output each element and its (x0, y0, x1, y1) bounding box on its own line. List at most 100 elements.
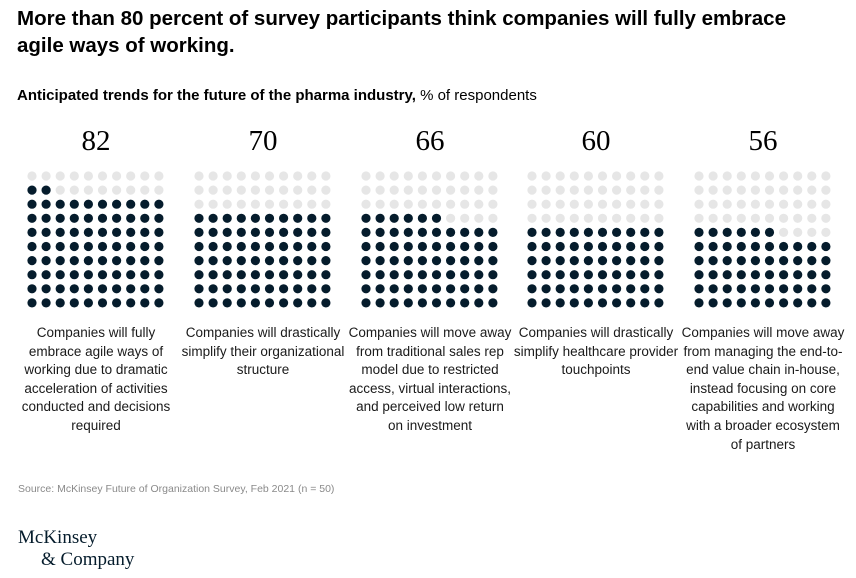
waffle-dot-filled (431, 284, 442, 294)
waffle-dot-empty (446, 171, 456, 181)
waffle-dot-empty (736, 213, 746, 223)
waffle-dot-filled (403, 256, 413, 266)
waffle-dot-filled (389, 241, 399, 252)
waffle-dot-empty (583, 171, 594, 181)
waffle-dot-empty (403, 185, 413, 195)
waffle-dot-filled (194, 227, 204, 237)
waffle-dot-empty (750, 199, 761, 209)
waffle-dot-filled (27, 213, 37, 223)
waffle-dot-empty (821, 185, 831, 195)
waffle-dot-filled (446, 270, 456, 280)
waffle-dot-filled (126, 199, 136, 209)
waffle-dot-empty (722, 185, 732, 195)
waffle-dot-filled (821, 241, 831, 252)
waffle-dot-empty (597, 185, 608, 195)
waffle-dot-filled (541, 241, 551, 252)
waffle-dot-filled (140, 298, 150, 308)
waffle-dot-filled (27, 199, 37, 209)
waffle-dot-empty (488, 199, 498, 209)
waffle-dot-filled (722, 256, 732, 266)
waffle-dot-empty (555, 185, 565, 195)
waffle-dot-filled (222, 256, 232, 266)
waffle-dot-filled (140, 199, 150, 209)
waffle-dot-empty (97, 171, 108, 181)
waffle-dot-empty (250, 199, 260, 209)
waffle-dot-empty (154, 185, 164, 195)
waffle-dot-empty (722, 199, 732, 209)
waffle-dot-empty (555, 171, 565, 181)
waffle-dot-filled (779, 284, 789, 294)
waffle-dot-empty (460, 185, 470, 195)
waffle-dot-empty (208, 171, 218, 181)
waffle-dot-filled (403, 284, 413, 294)
waffle-dot-filled (569, 270, 579, 280)
waffle-dot-filled (583, 298, 594, 308)
waffle-dot-empty (446, 185, 456, 195)
waffle-dot-empty (431, 171, 442, 181)
waffle-dot-filled (793, 270, 803, 280)
waffle-dot-empty (541, 213, 551, 223)
waffle-dot-filled (112, 298, 122, 308)
waffle-dot-filled (793, 241, 803, 252)
waffle-dot-filled (279, 284, 289, 294)
waffle-dot-empty (389, 185, 399, 195)
waffle-dot-filled (236, 298, 246, 308)
waffle-dot-filled (236, 270, 246, 280)
waffle-dot-filled (474, 270, 484, 280)
waffle-dot-filled (708, 227, 718, 237)
waffle-dot-empty (569, 185, 579, 195)
waffle-dot-filled (41, 298, 51, 308)
waffle-dot-filled (208, 256, 218, 266)
waffle-dot-filled (417, 227, 427, 237)
waffle-dot-filled (154, 284, 164, 294)
subtitle-bold: Anticipated trends for the future of the… (17, 87, 416, 104)
waffle-dots (27, 171, 831, 308)
waffle-dot-filled (250, 256, 260, 266)
waffle-dot-filled (555, 256, 565, 266)
waffle-dot-empty (612, 185, 622, 195)
waffle-dot-empty (708, 199, 718, 209)
waffle-dot-filled (488, 241, 498, 252)
waffle-dot-empty (541, 199, 551, 209)
waffle-dot-filled (640, 227, 650, 237)
value-label-4: 60 (582, 125, 611, 157)
description-4: Companies will drastically simplify heal… (513, 325, 679, 378)
waffle-dot-filled (597, 270, 608, 280)
waffle-dot-filled (55, 256, 65, 266)
waffle-dot-empty (222, 199, 232, 209)
waffle-dot-filled (375, 241, 385, 252)
waffle-dot-filled (612, 284, 622, 294)
waffle-dot-filled (722, 270, 732, 280)
waffle-dot-filled (612, 298, 622, 308)
waffle-dot-empty (597, 199, 608, 209)
waffle-dot-filled (321, 298, 331, 308)
waffle-dot-empty (583, 185, 594, 195)
waffle-dot-filled (140, 284, 150, 294)
waffle-dot-empty (140, 185, 150, 195)
waffle-dot-filled (83, 256, 93, 266)
waffle-dot-filled (527, 284, 537, 294)
waffle-dot-filled (97, 199, 108, 209)
waffle-dot-empty (403, 199, 413, 209)
waffle-dot-empty (307, 185, 317, 195)
waffle-dot-filled (431, 227, 442, 237)
waffle-dot-filled (431, 256, 442, 266)
waffle-dot-filled (126, 241, 136, 252)
waffle-dot-filled (140, 256, 150, 266)
waffle-dot-filled (474, 256, 484, 266)
waffle-dot-filled (279, 227, 289, 237)
waffle-dot-filled (236, 256, 246, 266)
waffle-dot-filled (194, 213, 204, 223)
waffle-dot-empty (779, 199, 789, 209)
waffle-dot-filled (250, 298, 260, 308)
waffle-dot-filled (569, 298, 579, 308)
waffle-dot-filled (708, 256, 718, 266)
waffle-dot-filled (527, 241, 537, 252)
waffle-dot-filled (361, 270, 371, 280)
subtitle-unit: % of respondents (415, 87, 537, 104)
waffle-dot-filled (779, 298, 789, 308)
waffle-dot-filled (555, 241, 565, 252)
waffle-dot-filled (27, 270, 37, 280)
waffle-dot-empty (194, 199, 204, 209)
waffle-dot-filled (293, 241, 303, 252)
